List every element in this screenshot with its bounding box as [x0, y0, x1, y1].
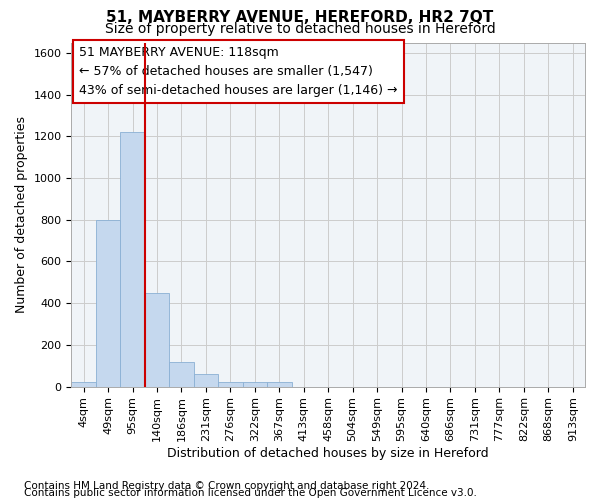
Bar: [242, 382, 267, 386]
Bar: [121, 132, 145, 386]
Bar: [96, 220, 121, 386]
Y-axis label: Number of detached properties: Number of detached properties: [15, 116, 28, 313]
Bar: [194, 374, 218, 386]
Text: Contains public sector information licensed under the Open Government Licence v3: Contains public sector information licen…: [24, 488, 477, 498]
Text: Size of property relative to detached houses in Hereford: Size of property relative to detached ho…: [104, 22, 496, 36]
Text: 51, MAYBERRY AVENUE, HEREFORD, HR2 7QT: 51, MAYBERRY AVENUE, HEREFORD, HR2 7QT: [106, 10, 494, 25]
Text: 51 MAYBERRY AVENUE: 118sqm
← 57% of detached houses are smaller (1,547)
43% of s: 51 MAYBERRY AVENUE: 118sqm ← 57% of deta…: [79, 46, 398, 97]
Bar: [145, 293, 169, 386]
X-axis label: Distribution of detached houses by size in Hereford: Distribution of detached houses by size …: [167, 447, 489, 460]
Text: Contains HM Land Registry data © Crown copyright and database right 2024.: Contains HM Land Registry data © Crown c…: [24, 481, 430, 491]
Bar: [218, 382, 242, 386]
Bar: [71, 382, 96, 386]
Bar: [169, 362, 194, 386]
Bar: [267, 382, 292, 386]
